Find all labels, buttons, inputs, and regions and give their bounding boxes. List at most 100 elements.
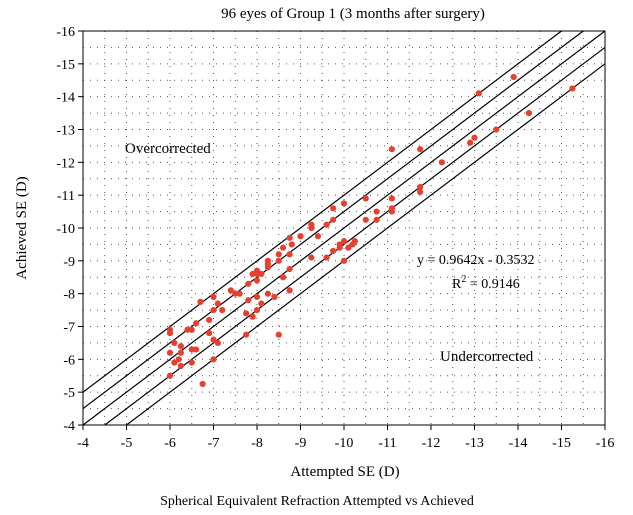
y-tick-label: -14 [56, 91, 75, 106]
data-point [510, 73, 517, 81]
data-point [471, 134, 478, 141]
data-point [258, 300, 265, 307]
data-point [308, 254, 315, 261]
data-point [199, 380, 206, 388]
data-point [249, 270, 256, 278]
x-axis-ticks: -4 -5 -6 -7 -8 -9 -10 -11 -12 -13 -14 -15 -16 [77, 425, 614, 451]
reference-line [82, 30, 562, 393]
data-point [286, 251, 293, 258]
data-point [253, 270, 261, 278]
data-point [253, 277, 261, 284]
x-tick-label: -6 [164, 436, 176, 451]
data-point [417, 183, 424, 191]
data-point [286, 287, 293, 294]
y-tick-label: -11 [57, 189, 75, 204]
data-point [177, 349, 184, 356]
data-point [243, 310, 250, 317]
y-axis-ticks: -4 -5 -6 -7 -8 -9 -10 -11 -12 -13 -14 -15 -16 [56, 25, 83, 434]
x-tick-label: -9 [295, 436, 307, 451]
data-point [188, 326, 195, 333]
data-point [214, 339, 221, 347]
data-point [373, 216, 380, 223]
regression-equation: y = 0.9642x - 0.3532 [417, 253, 535, 268]
data-point [258, 270, 265, 278]
data-point [253, 306, 261, 314]
data-point [177, 343, 184, 350]
data-point [193, 346, 200, 353]
data-point [206, 316, 213, 324]
y-tick-label: -13 [56, 124, 75, 139]
data-point [264, 264, 271, 271]
data-point [280, 244, 287, 251]
data-point [219, 306, 226, 314]
data-point [245, 297, 252, 304]
y-tick-label: -8 [63, 288, 75, 303]
data-point [340, 238, 348, 245]
data-point [288, 241, 295, 248]
data-point [417, 146, 424, 153]
data-point [345, 244, 352, 251]
data-point [388, 208, 395, 215]
data-point [206, 329, 213, 337]
data-point [373, 208, 380, 215]
data-point [227, 287, 234, 294]
x-tick-label: -14 [509, 436, 528, 451]
chart-title: 96 eyes of Group 1 (3 months after surge… [221, 6, 485, 22]
r-squared-superscript: 2 [461, 274, 466, 285]
x-tick-label: -11 [378, 436, 396, 451]
data-point [493, 126, 500, 133]
data-point [362, 216, 369, 223]
r-squared-prefix: R [452, 277, 462, 292]
x-tick-label: -16 [596, 436, 615, 451]
x-tick-label: -10 [335, 436, 354, 451]
y-tick-label: -16 [56, 25, 75, 40]
y-tick-label: -5 [63, 386, 75, 401]
data-point [171, 339, 178, 347]
data-point [286, 265, 293, 273]
x-tick-label: -7 [208, 436, 220, 451]
x-axis-label: Attempted SE (D) [290, 464, 399, 480]
y-tick-label: -10 [56, 222, 75, 237]
data-point [210, 336, 217, 343]
x-tick-label: -5 [121, 436, 133, 451]
x-tick-label: -15 [552, 436, 571, 451]
data-point [388, 195, 395, 202]
data-point [232, 290, 239, 297]
data-point [197, 298, 204, 305]
r-squared-value: = 0.9146 [466, 277, 519, 292]
data-point [166, 372, 174, 379]
overcorrected-label: Overcorrected [125, 141, 211, 157]
r-squared-label: R2 = 0.9146 [452, 274, 520, 292]
data-point [569, 85, 576, 92]
y-tick-label: -7 [63, 321, 75, 336]
data-point [188, 346, 195, 353]
y-tick-label: -12 [56, 156, 75, 171]
x-tick-label: -8 [251, 436, 263, 451]
data-point [210, 306, 217, 314]
data-point [362, 195, 369, 202]
data-point [340, 257, 348, 264]
data-point [323, 221, 330, 228]
data-point [275, 331, 282, 338]
reference-lines [82, 30, 606, 426]
data-point [210, 293, 217, 301]
data-point [275, 257, 282, 264]
data-point [245, 280, 252, 287]
data-point [193, 320, 200, 327]
data-point [253, 293, 261, 301]
data-point [175, 356, 182, 363]
data-point [475, 90, 482, 97]
data-point [271, 293, 278, 301]
data-point [330, 247, 337, 255]
data-point [297, 233, 304, 240]
data-point [264, 257, 271, 264]
x-tick-label: -13 [465, 436, 484, 451]
undercorrected-label: Undercorrected [440, 349, 534, 365]
data-point [166, 326, 174, 333]
data-point [184, 326, 191, 333]
reference-line [82, 30, 606, 426]
data-point [243, 331, 250, 338]
data-point [249, 313, 256, 320]
data-point [236, 290, 243, 297]
